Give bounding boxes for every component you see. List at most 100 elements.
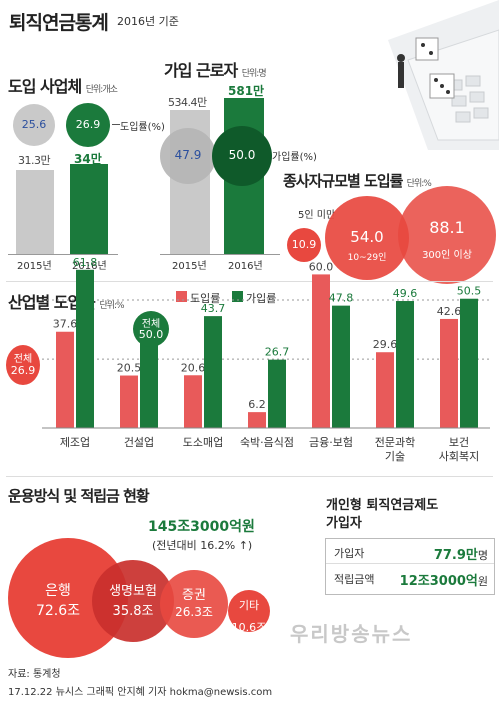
intro-count-2015: 31.3만 (18, 154, 51, 167)
bar-label-intro-5: 29.6 (373, 338, 398, 351)
bar-label-join-4: 47.8 (329, 292, 354, 305)
funds-total-note: (전년대비 16.2% ↑) (152, 539, 253, 552)
intro-rate-label: 도입률(%) (120, 122, 165, 133)
join-axis (160, 254, 280, 255)
size-label-small: 5인 미만 (298, 210, 336, 221)
legend-intro-label: 도입률 (190, 292, 221, 305)
funds-circle-etc (228, 590, 270, 632)
intro-bar-2016 (70, 164, 108, 254)
divider-1 (6, 281, 493, 282)
legend-join-swatch (232, 291, 243, 302)
funds-value-sec: 26.3조 (175, 605, 213, 619)
irp-title-1: 개인형 퇴직연금제도 (326, 498, 439, 513)
funds-title: 운용방식 및 적립금 현황 (8, 487, 150, 505)
bar-join-6 (460, 298, 478, 428)
join-title: 가입 근로자 단위:명 (164, 61, 267, 80)
funds-circle-sec (160, 570, 228, 638)
join-year-2015: 2015년 (172, 261, 207, 272)
size-circle-mid (325, 196, 409, 280)
bar-label-intro-0: 37.6 (53, 318, 78, 331)
bar-label-join-3: 26.7 (265, 346, 290, 359)
irp-funds-key: 적립금액 (334, 573, 375, 586)
intro-rate-2015-circle (13, 104, 55, 146)
irp-table: 가입자 77.9만명 적립금액 12조3000억원 (325, 538, 495, 595)
total-join-label: 전체 (141, 319, 161, 330)
bar-join-5 (396, 301, 414, 428)
bar-label-intro-2: 20.6 (181, 361, 206, 374)
category-label-6: 보건 (449, 436, 469, 449)
funds-label-bank: 은행 (45, 583, 71, 599)
category-label-4: 금융·보험 (309, 436, 353, 449)
join-rate-2016: 50.0 (228, 148, 256, 162)
size-label-large: 300인 이상 (422, 250, 472, 261)
intro-year-2015: 2015년 (17, 261, 52, 272)
funds-value-bank: 72.6조 (35, 603, 81, 619)
bar-join-3 (268, 359, 286, 428)
funds-total: 145조3000억원 (148, 519, 255, 535)
bar-intro-2 (184, 375, 202, 428)
bar-label-intro-6: 42.6 (437, 305, 462, 318)
intro-rate-2016-circle (66, 103, 110, 147)
intro-axis (8, 254, 118, 255)
watermark: 우리방송뉴스 (290, 622, 413, 646)
bar-label-intro-1: 20.5 (117, 362, 142, 375)
bar-label-intro-4: 60.0 (309, 260, 334, 273)
join-rate-2016-circle (212, 126, 272, 186)
bar-intro-1 (120, 375, 138, 428)
total-join-marker (133, 311, 169, 347)
intro-rate-leader (112, 124, 120, 125)
bar-label-join-0: 61.8 (73, 256, 98, 269)
funds-label-life: 생명보험 (109, 584, 157, 599)
funds-label-sec: 증권 (182, 588, 206, 603)
bar-intro-6 (440, 318, 458, 428)
total-join-value: 50.0 (138, 328, 164, 341)
industry-title: 산업별 도입률 단위:% (8, 293, 125, 312)
credit: 17.12.22 뉴시스 그래픽 안지혜 기자 hokma@newsis.com (8, 687, 273, 698)
category-label-5: 전문과학 (375, 436, 415, 449)
category-label-0: 제조업 (60, 436, 90, 449)
category-label-5: 기술 (385, 450, 405, 463)
join-count-2015: 534.4만 (168, 96, 207, 109)
total-intro-marker (6, 345, 40, 385)
page-subtitle: 2016년 기준 (117, 15, 179, 28)
total-intro-value: 26.9 (10, 364, 36, 377)
irp-members-value: 77.9만명 (433, 548, 488, 563)
bar-join-0 (76, 269, 94, 428)
bar-intro-4 (312, 274, 330, 428)
bar-join-2 (204, 316, 222, 428)
category-label-2: 도소매업 (183, 436, 223, 449)
intro-count-2016: 34만 (74, 152, 102, 166)
bar-intro-5 (376, 352, 394, 428)
irp-title-2: 가입자 (326, 516, 362, 531)
irp-members-key: 가입자 (334, 547, 365, 560)
bar-label-join-5: 49.6 (393, 287, 418, 300)
size-title: 종사자규모별 도입률 단위:% (283, 172, 432, 190)
calculator-illustration (388, 0, 499, 150)
irp-row-members: 가입자 77.9만명 (326, 541, 494, 564)
funds-value-life: 35.8조 (112, 604, 154, 619)
total-intro-label: 전체 (13, 354, 33, 365)
join-rate-2015: 47.9 (174, 148, 202, 162)
join-rate-2015-circle (160, 128, 216, 184)
source: 자료: 통계청 (8, 669, 61, 680)
funds-value-etc: 10.6조 (231, 621, 267, 634)
irp-row-funds: 적립금액 12조3000억원 (326, 567, 494, 589)
join-count-2016: 581만 (228, 84, 265, 98)
intro-rate-2015: 25.6 (21, 118, 47, 131)
legend-intro-swatch (176, 291, 187, 302)
bar-join-1 (140, 339, 158, 428)
page-title: 퇴직연금통계 (9, 12, 109, 34)
join-year-2016: 2016년 (228, 261, 263, 272)
bar-join-4 (332, 305, 350, 428)
join-rate-label: 가입률(%) (272, 152, 317, 163)
size-value-small: 10.9 (291, 238, 317, 251)
intro-bar-2015 (16, 170, 54, 254)
intro-year-2016: 2016년 (72, 261, 107, 272)
bar-intro-0 (56, 331, 74, 428)
size-value-mid: 54.0 (350, 228, 384, 246)
category-label-6: 사회복지 (439, 450, 479, 463)
intro-title: 도입 사업체 단위:개소 (8, 77, 118, 96)
category-label-3: 숙박·음식점 (240, 436, 294, 449)
bar-label-intro-3: 6.2 (248, 398, 266, 411)
